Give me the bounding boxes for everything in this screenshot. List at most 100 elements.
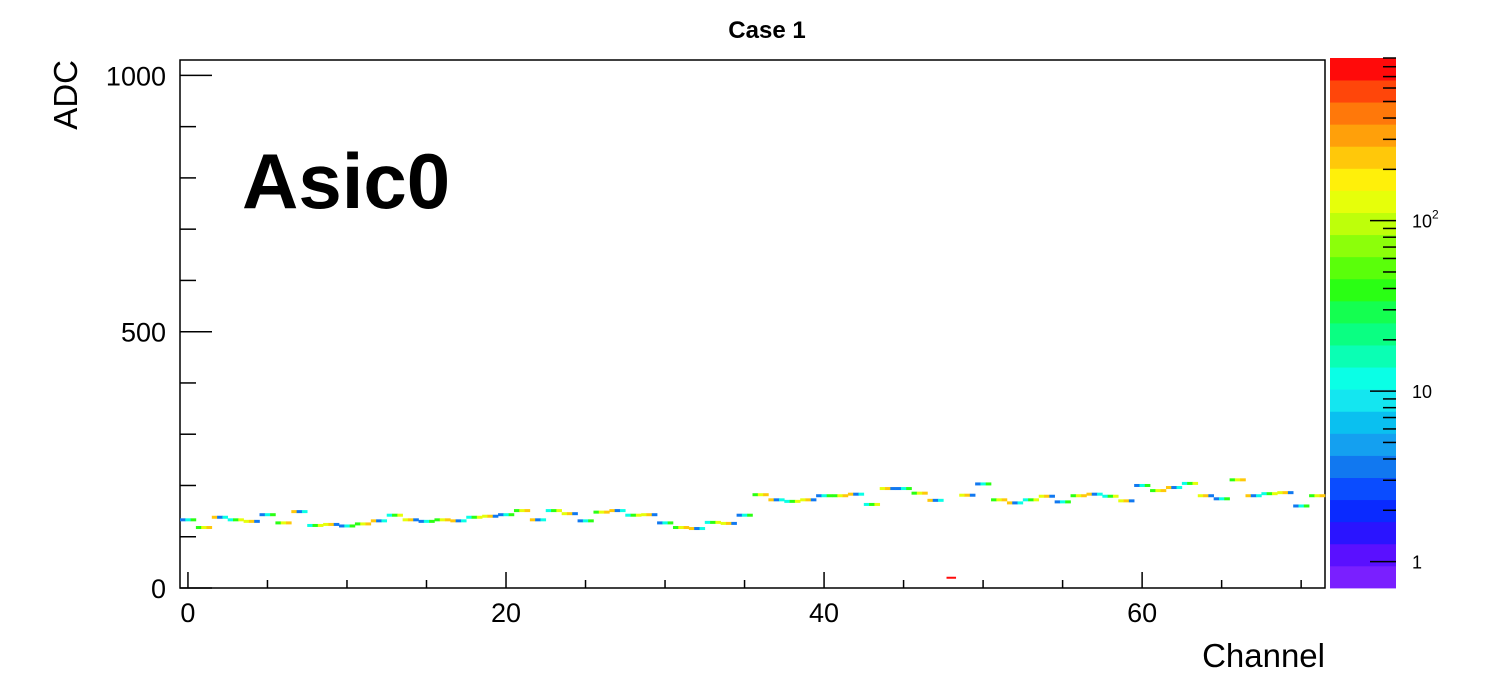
bin-47: [927, 498, 944, 502]
bin-5: [259, 513, 276, 517]
bin-13: [386, 513, 403, 517]
palette-band-23: [1330, 58, 1396, 81]
bin-48: [946, 576, 957, 579]
palette-band-22: [1330, 80, 1396, 103]
bin-20: [498, 513, 515, 517]
bin-61: [1150, 489, 1167, 493]
bin-14: [402, 518, 419, 522]
bin-67: [1245, 494, 1262, 498]
palette-band-4: [1330, 477, 1396, 501]
palette-band-9: [1330, 367, 1396, 390]
bin-2: [211, 515, 229, 519]
bin-12: [370, 519, 388, 523]
bin-30: [657, 521, 674, 525]
bin-36: [752, 493, 769, 497]
bin-4: [243, 519, 260, 523]
palette-band-1: [1330, 543, 1396, 567]
bin-32: [688, 527, 706, 531]
bin-50: [975, 482, 992, 486]
bin-49: [959, 493, 976, 497]
bin-37: [768, 498, 785, 502]
bin-38: [784, 499, 801, 503]
bin-19: [482, 514, 499, 518]
palette-label-1: 10: [1412, 382, 1432, 402]
x-axis: 0 20 40 60: [180, 572, 1302, 628]
palette-band-19: [1330, 146, 1396, 169]
bin-51: [991, 498, 1008, 502]
bin-11: [354, 522, 372, 526]
palette-band-10: [1330, 345, 1396, 368]
bin-23: [545, 509, 562, 513]
bin-40: [816, 494, 833, 498]
chart-title: Case 1: [728, 17, 805, 44]
y-axis-title: ADC: [47, 60, 84, 130]
bin-52: [1006, 501, 1024, 505]
y-tick-label-0: 0: [151, 574, 166, 604]
x-axis-title: Channel: [1202, 637, 1325, 674]
palette-band-18: [1330, 168, 1396, 191]
palette-band-14: [1330, 256, 1396, 280]
bin-65: [1213, 497, 1230, 501]
bin-66: [1229, 478, 1246, 482]
bin-43: [863, 502, 881, 506]
bin-21: [513, 509, 531, 513]
x-tick-label-0: 0: [180, 598, 195, 628]
bin-68: [1261, 492, 1278, 496]
bin-25: [577, 519, 594, 523]
bin-18: [466, 515, 483, 519]
bin-62: [1165, 486, 1183, 490]
x-tick-label-40: 40: [809, 598, 839, 628]
palette-band-6: [1330, 433, 1396, 456]
bin-17: [450, 519, 467, 523]
palette-label-exp-2: 2: [1432, 208, 1439, 222]
bin-63: [1181, 481, 1199, 485]
palette-band-17: [1330, 190, 1396, 213]
bin-60: [1134, 483, 1151, 487]
bin-70: [1293, 504, 1310, 508]
palette-label-0: 1: [1412, 553, 1422, 573]
bin-69: [1277, 491, 1294, 495]
bin-34: [720, 521, 737, 525]
bin-31: [672, 526, 690, 530]
palette-band-21: [1330, 102, 1396, 125]
bin-44: [879, 487, 896, 491]
bin-1: [195, 526, 213, 530]
palette-band-13: [1330, 278, 1396, 302]
bin-64: [1197, 494, 1214, 498]
bin-7: [291, 510, 308, 514]
bin-6: [275, 521, 292, 525]
bin-71: [1309, 494, 1326, 498]
bin-42: [847, 492, 865, 496]
bin-26: [593, 510, 610, 514]
palette-band-20: [1330, 124, 1396, 147]
heatmap-bins: [180, 478, 1326, 579]
bin-35: [736, 513, 753, 517]
bin-56: [1070, 494, 1087, 498]
y-tick-label-500: 500: [121, 318, 166, 348]
bin-24: [561, 512, 578, 516]
bin-28: [625, 513, 642, 517]
y-axis: 0 500 1000: [106, 61, 212, 604]
bin-10: [339, 524, 356, 528]
palette-band-7: [1330, 411, 1396, 434]
bin-8: [307, 523, 324, 527]
palette-label-2: 10: [1412, 212, 1432, 232]
palette-band-5: [1330, 455, 1396, 478]
palette-band-2: [1330, 521, 1396, 545]
palette-band-3: [1330, 499, 1396, 523]
bin-39: [800, 498, 817, 502]
palette-band-11: [1330, 323, 1396, 346]
bin-53: [1022, 498, 1040, 502]
bin-41: [832, 494, 849, 498]
plot-frame: [179, 59, 1326, 589]
palette-band-15: [1330, 234, 1396, 258]
bin-3: [227, 518, 244, 522]
x-tick-label-60: 60: [1127, 598, 1157, 628]
palette-band-16: [1330, 212, 1396, 236]
bin-27: [609, 509, 626, 513]
bin-55: [1054, 500, 1071, 504]
palette-band-0: [1330, 565, 1396, 589]
x-tick-label-20: 20: [491, 598, 521, 628]
